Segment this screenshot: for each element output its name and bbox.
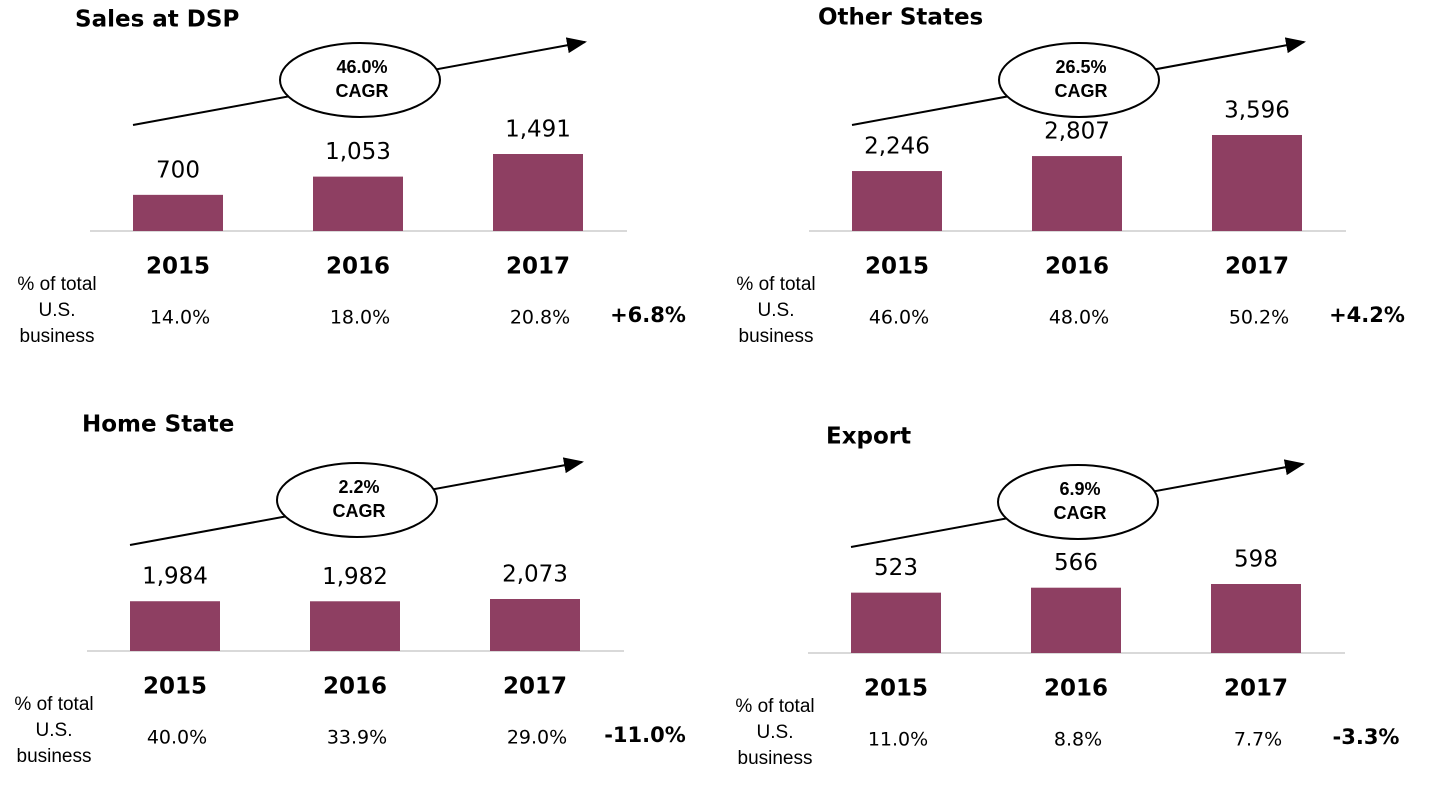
share-label: U.S. bbox=[757, 722, 794, 743]
share-label: business bbox=[738, 748, 813, 769]
cagr-text: CAGR bbox=[1054, 503, 1107, 523]
share-label: % of total bbox=[14, 694, 93, 715]
share: 20.8% bbox=[510, 307, 570, 329]
bar bbox=[310, 601, 400, 651]
panel: Home State 2.2% CAGR 1,984 2015 40.0% 1,982 201… bbox=[14, 412, 685, 768]
x-tick-label: 2015 bbox=[865, 254, 929, 280]
x-tick-label: 2017 bbox=[1224, 676, 1288, 702]
x-tick-label: 2016 bbox=[326, 254, 390, 280]
share: 29.0% bbox=[507, 727, 567, 749]
change: -3.3% bbox=[1333, 725, 1400, 749]
share-label: U.S. bbox=[758, 300, 795, 321]
value-label: 1,053 bbox=[325, 139, 391, 165]
panel: Export 6.9% CAGR 523 2015 11.0% 566 2016 8.8% 598… bbox=[735, 424, 1399, 770]
cagr-value: 6.9% bbox=[1059, 479, 1100, 499]
chart-title: Sales at DSP bbox=[75, 7, 239, 33]
value-label: 2,807 bbox=[1044, 119, 1110, 145]
bar bbox=[493, 154, 583, 231]
bar bbox=[852, 171, 942, 231]
bar bbox=[851, 592, 941, 653]
chart-title: Export bbox=[826, 424, 911, 450]
share-label: % of total bbox=[17, 274, 96, 295]
x-tick-label: 2015 bbox=[143, 674, 207, 700]
share-label: business bbox=[739, 326, 814, 347]
chart-title: Home State bbox=[82, 412, 234, 438]
share: 50.2% bbox=[1229, 307, 1289, 329]
change: +4.2% bbox=[1329, 303, 1405, 327]
share: 40.0% bbox=[147, 727, 207, 749]
cagr-ellipse bbox=[279, 42, 441, 118]
bar bbox=[1032, 156, 1122, 231]
share: 14.0% bbox=[150, 307, 210, 329]
share: 8.8% bbox=[1054, 729, 1102, 751]
bar bbox=[133, 194, 223, 231]
x-tick-label: 2017 bbox=[503, 674, 567, 700]
chart-title: Other States bbox=[818, 5, 983, 31]
share-label: % of total bbox=[736, 274, 815, 295]
value-label: 1,982 bbox=[322, 564, 388, 590]
change: -11.0% bbox=[604, 723, 686, 747]
share: 7.7% bbox=[1234, 729, 1282, 751]
value-label: 2,246 bbox=[864, 134, 930, 160]
bar bbox=[490, 599, 580, 651]
bar bbox=[1212, 135, 1302, 231]
cagr-text: CAGR bbox=[336, 81, 389, 101]
bar bbox=[1211, 584, 1301, 653]
share-label: business bbox=[17, 746, 92, 767]
x-tick-label: 2015 bbox=[146, 254, 210, 280]
value-label: 2,073 bbox=[502, 562, 568, 588]
value-label: 598 bbox=[1234, 547, 1278, 573]
share-label: % of total bbox=[735, 696, 814, 717]
x-tick-label: 2016 bbox=[1045, 254, 1109, 280]
value-label: 1,491 bbox=[505, 117, 571, 143]
bar bbox=[130, 601, 220, 651]
value-label: 700 bbox=[156, 157, 200, 183]
cagr-ellipse bbox=[998, 42, 1160, 118]
share-label: U.S. bbox=[39, 300, 76, 321]
x-tick-label: 2015 bbox=[864, 676, 928, 702]
value-label: 1,984 bbox=[142, 564, 208, 590]
x-tick-label: 2016 bbox=[1044, 676, 1108, 702]
panel: Sales at DSP 46.0% CAGR 700 2015 14.0% 1,053 20… bbox=[17, 7, 686, 348]
change: +6.8% bbox=[610, 303, 686, 327]
bar bbox=[1031, 587, 1121, 653]
share: 46.0% bbox=[869, 307, 929, 329]
share-label: business bbox=[20, 326, 95, 347]
value-label: 523 bbox=[874, 555, 918, 581]
value-label: 3,596 bbox=[1224, 98, 1290, 124]
cagr-text: CAGR bbox=[1055, 81, 1108, 101]
cagr-value: 2.2% bbox=[338, 477, 379, 497]
x-tick-label: 2017 bbox=[1225, 254, 1289, 280]
share: 18.0% bbox=[330, 307, 390, 329]
bar bbox=[313, 176, 403, 231]
panel: Other States 26.5% CAGR 2,246 2015 46.0% 2,807… bbox=[736, 5, 1405, 348]
x-tick-label: 2017 bbox=[506, 254, 570, 280]
value-label: 566 bbox=[1054, 550, 1098, 576]
share: 11.0% bbox=[868, 729, 928, 751]
cagr-text: CAGR bbox=[333, 501, 386, 521]
cagr-value: 26.5% bbox=[1055, 57, 1106, 77]
share: 33.9% bbox=[327, 727, 387, 749]
share-label: U.S. bbox=[36, 720, 73, 741]
cagr-ellipse bbox=[997, 464, 1159, 540]
share: 48.0% bbox=[1049, 307, 1109, 329]
cagr-value: 46.0% bbox=[336, 57, 387, 77]
x-tick-label: 2016 bbox=[323, 674, 387, 700]
cagr-ellipse bbox=[276, 462, 438, 538]
